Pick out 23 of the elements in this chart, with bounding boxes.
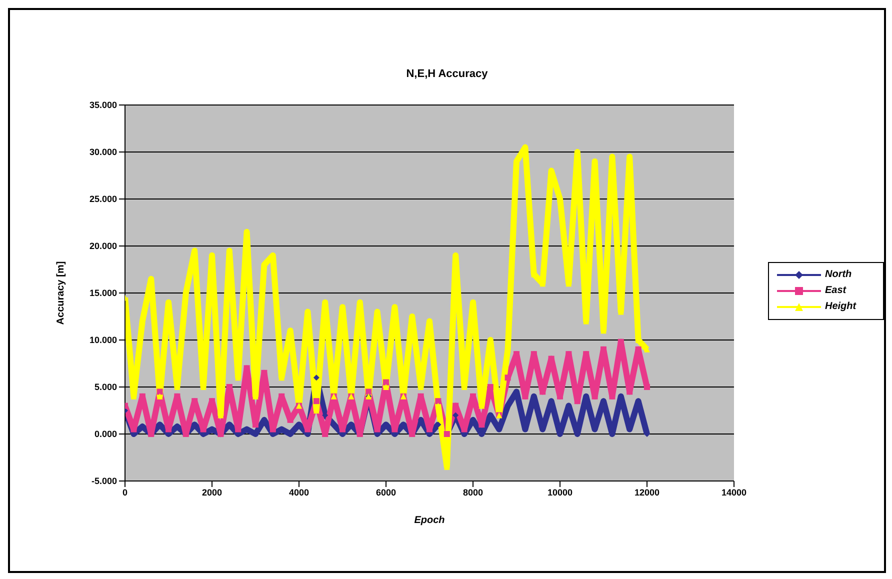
y-tick-label: 35.000 [89,100,117,110]
y-tick-label: -5.000 [91,476,117,486]
x-tick-label: 4000 [288,487,310,498]
legend-label: Height [825,301,856,312]
y-tick-label: 0.000 [94,429,117,440]
legend-label: North [825,269,852,280]
y-tick-label: 30.000 [89,147,117,158]
y-tick-label: 15.000 [89,288,117,298]
y-tick-label: 20.000 [89,241,117,252]
x-tick-label: 12000 [634,487,660,498]
y-tick-label: 25.000 [89,194,117,204]
x-tick-label: 2000 [202,487,222,498]
x-axis-title: Epoch [414,515,445,526]
x-tick-label: 10000 [547,487,573,498]
y-tick-label: 10.000 [89,335,117,346]
chart-title: N,E,H Accuracy [405,68,489,80]
y-tick-label: 5.000 [94,382,117,392]
x-tick-label: 14000 [721,487,747,498]
x-tick-label: 8000 [462,487,484,498]
x-tick-label: 6000 [376,487,396,498]
x-tick-label: 0 [122,487,128,498]
legend-label: East [825,285,846,296]
y-axis-title: Accuracy [m] [56,261,67,325]
